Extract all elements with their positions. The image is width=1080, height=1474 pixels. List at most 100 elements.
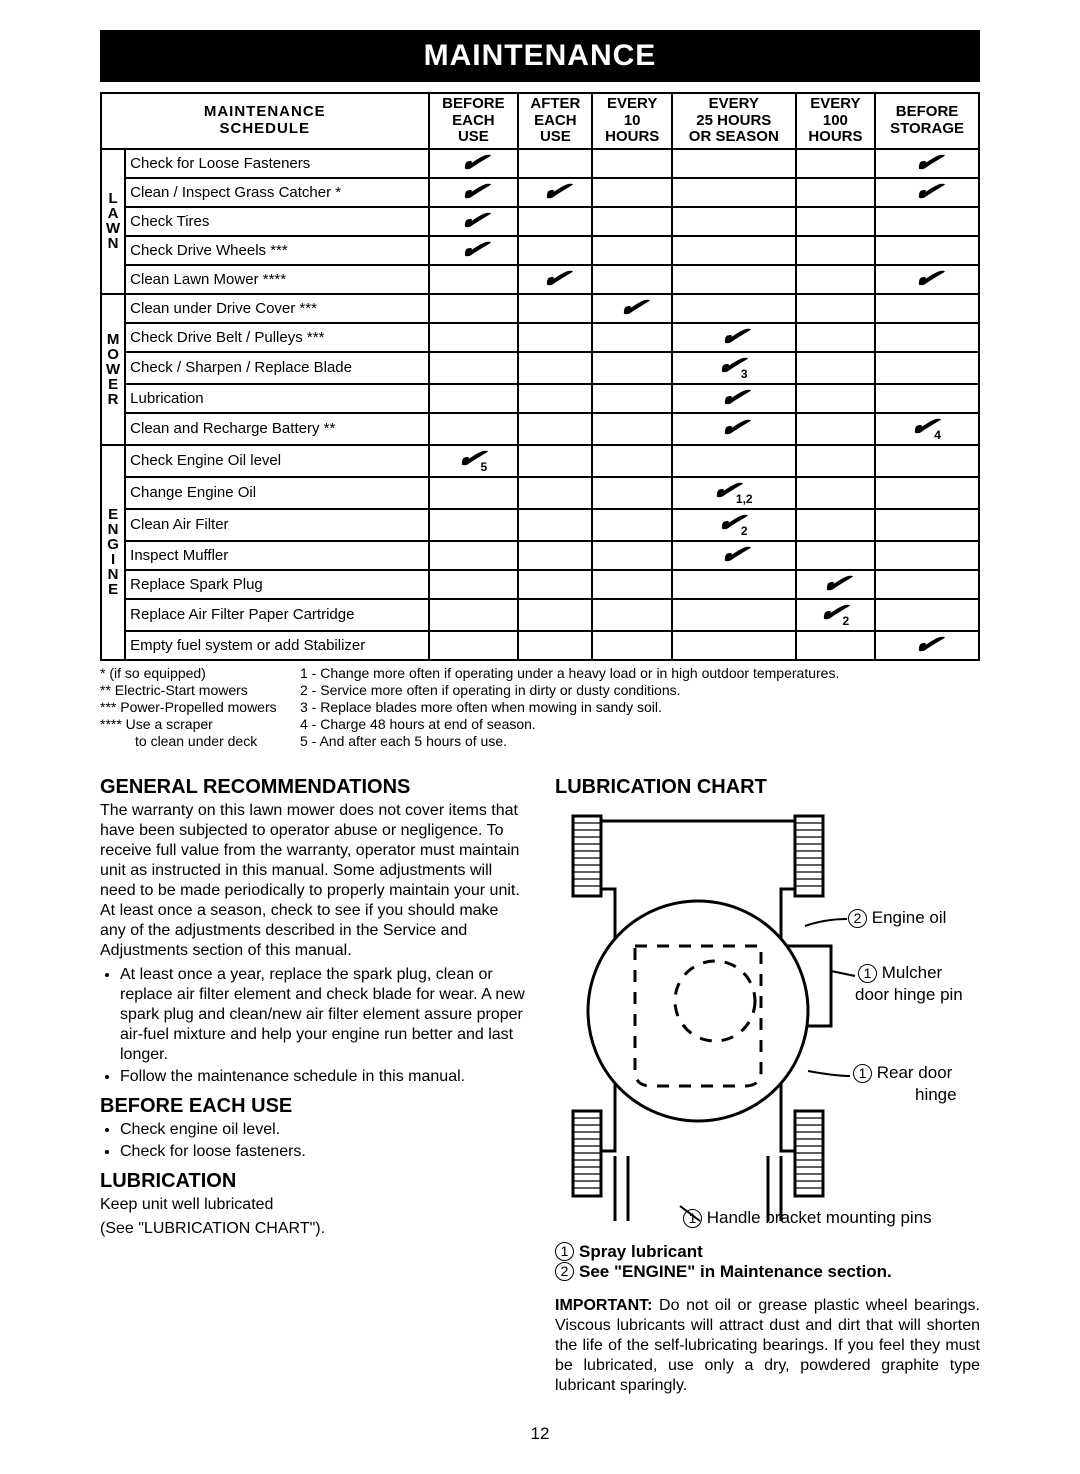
- schedule-cell: [518, 207, 592, 236]
- schedule-cell: ✔: [429, 236, 519, 265]
- important-note: IMPORTANT: Do not oil or grease plastic …: [555, 1296, 980, 1396]
- schedule-cell: ✔: [875, 631, 979, 660]
- schedule-cell: [875, 599, 979, 631]
- task-name: Clean Lawn Mower ****: [125, 265, 428, 294]
- schedule-title: MAINTENANCE SCHEDULE: [101, 93, 429, 149]
- group-label: MOWER: [101, 294, 125, 445]
- schedule-cell: ✔1,2: [672, 477, 796, 509]
- schedule-cell: [518, 413, 592, 445]
- lubrication-text-1: Keep unit well lubricated: [100, 1195, 525, 1215]
- schedule-cell: ✔2: [672, 509, 796, 541]
- schedule-cell: [429, 631, 519, 660]
- col-before-each-use: BEFOREEACHUSE: [429, 93, 519, 149]
- schedule-cell: ✔: [672, 384, 796, 413]
- schedule-cell: [796, 149, 875, 178]
- schedule-cell: [875, 384, 979, 413]
- schedule-cell: [429, 384, 519, 413]
- before-each-use-heading: BEFORE EACH USE: [100, 1095, 525, 1118]
- schedule-cell: [592, 541, 671, 570]
- lubrication-legend: 1 Spray lubricant 2 See "ENGINE" in Main…: [555, 1242, 980, 1282]
- schedule-cell: [429, 541, 519, 570]
- schedule-cell: [796, 352, 875, 384]
- task-name: Check Engine Oil level: [125, 445, 428, 477]
- schedule-cell: [796, 384, 875, 413]
- beu-bullet-2: Check for loose fasteners.: [120, 1142, 525, 1162]
- schedule-cell: [875, 352, 979, 384]
- schedule-cell: [429, 323, 519, 352]
- schedule-cell: [875, 323, 979, 352]
- schedule-cell: [518, 599, 592, 631]
- schedule-cell: [429, 413, 519, 445]
- schedule-cell: [672, 570, 796, 599]
- schedule-cell: [592, 207, 671, 236]
- schedule-cell: [796, 294, 875, 323]
- footnotes: * (if so equipped)** Electric-Start mowe…: [100, 665, 980, 750]
- schedule-cell: ✔: [592, 294, 671, 323]
- schedule-cell: [518, 541, 592, 570]
- task-name: Clean / Inspect Grass Catcher *: [125, 178, 428, 207]
- general-bullet-1: At least once a year, replace the spark …: [120, 965, 525, 1065]
- schedule-cell: [796, 477, 875, 509]
- schedule-cell: ✔: [518, 265, 592, 294]
- schedule-cell: ✔: [672, 413, 796, 445]
- task-name: Empty fuel system or add Stabilizer: [125, 631, 428, 660]
- group-label: ENGINE: [101, 445, 125, 660]
- schedule-cell: [796, 413, 875, 445]
- schedule-cell: ✔: [672, 323, 796, 352]
- general-bullet-2: Follow the maintenance schedule in this …: [120, 1067, 525, 1087]
- schedule-cell: [796, 236, 875, 265]
- task-name: Clean and Recharge Battery **: [125, 413, 428, 445]
- group-label: LAWN: [101, 149, 125, 294]
- task-name: Change Engine Oil: [125, 477, 428, 509]
- general-recommendations-text: The warranty on this lawn mower does not…: [100, 801, 525, 961]
- col-before-storage: BEFORESTORAGE: [875, 93, 979, 149]
- schedule-cell: [518, 236, 592, 265]
- schedule-cell: [875, 445, 979, 477]
- schedule-cell: [796, 323, 875, 352]
- col-every-100-hours: EVERY100HOURS: [796, 93, 875, 149]
- schedule-cell: [875, 294, 979, 323]
- schedule-cell: [672, 207, 796, 236]
- general-recommendations-heading: GENERAL RECOMMENDATIONS: [100, 776, 525, 799]
- schedule-cell: ✔: [875, 178, 979, 207]
- schedule-cell: ✔: [875, 265, 979, 294]
- schedule-cell: [672, 236, 796, 265]
- maintenance-schedule-table: MAINTENANCE SCHEDULE BEFOREEACHUSE AFTER…: [100, 92, 980, 661]
- task-name: Check for Loose Fasteners: [125, 149, 428, 178]
- task-name: Check Drive Belt / Pulleys ***: [125, 323, 428, 352]
- beu-bullet-1: Check engine oil level.: [120, 1120, 525, 1140]
- schedule-cell: [796, 265, 875, 294]
- schedule-cell: [429, 570, 519, 599]
- schedule-cell: [592, 352, 671, 384]
- schedule-cell: [796, 509, 875, 541]
- schedule-cell: [672, 445, 796, 477]
- page-number: 12: [100, 1424, 980, 1444]
- schedule-cell: [429, 477, 519, 509]
- schedule-cell: ✔: [672, 541, 796, 570]
- task-name: Replace Spark Plug: [125, 570, 428, 599]
- schedule-cell: ✔2: [796, 599, 875, 631]
- schedule-cell: [592, 509, 671, 541]
- schedule-cell: [592, 413, 671, 445]
- schedule-cell: [518, 294, 592, 323]
- schedule-cell: [592, 323, 671, 352]
- schedule-cell: [518, 352, 592, 384]
- schedule-cell: [518, 445, 592, 477]
- task-name: Inspect Muffler: [125, 541, 428, 570]
- schedule-cell: ✔: [875, 149, 979, 178]
- schedule-cell: [875, 509, 979, 541]
- schedule-cell: ✔: [518, 178, 592, 207]
- lubrication-chart-heading: LUBRICATION CHART: [555, 776, 980, 799]
- schedule-cell: [875, 207, 979, 236]
- schedule-cell: [796, 207, 875, 236]
- schedule-cell: [592, 149, 671, 178]
- schedule-cell: [796, 178, 875, 207]
- schedule-cell: [592, 477, 671, 509]
- schedule-cell: [592, 570, 671, 599]
- schedule-cell: [875, 541, 979, 570]
- schedule-cell: [429, 509, 519, 541]
- schedule-cell: [518, 570, 592, 599]
- col-every-10-hours: EVERY10HOURS: [592, 93, 671, 149]
- schedule-cell: [592, 599, 671, 631]
- schedule-cell: [429, 265, 519, 294]
